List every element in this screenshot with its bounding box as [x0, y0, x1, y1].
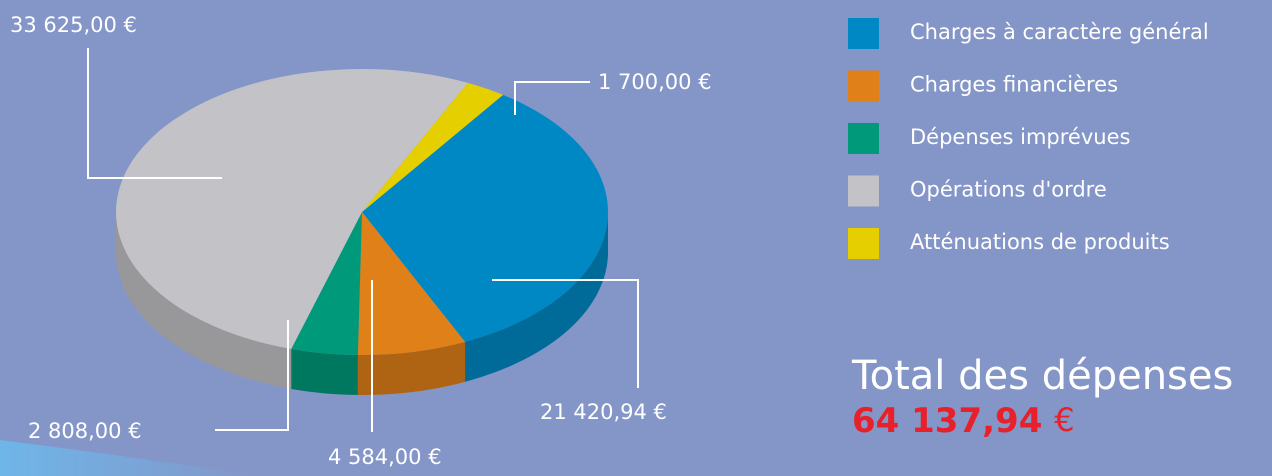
pie-side [116, 212, 292, 389]
pie-side [357, 341, 466, 396]
legend-label: Charges à caractère général [910, 20, 1209, 44]
pie-slice [357, 212, 466, 355]
total-currency: € [1054, 401, 1074, 439]
leader-line [87, 48, 222, 179]
leader-line [492, 279, 639, 388]
value-label: 1 700,00 € [598, 70, 712, 94]
legend-label: Dépenses imprévues [910, 125, 1130, 149]
total-amount: 64 137,94 [852, 401, 1054, 441]
pie-slice [291, 212, 362, 355]
value-label: 21 420,94 € [540, 400, 667, 424]
legend-label: Atténuations de produits [910, 230, 1170, 254]
pie [116, 68, 608, 396]
legend-label: Charges financières [910, 73, 1118, 97]
value-label: 4 584,00 € [328, 445, 442, 469]
pie-slice [362, 82, 504, 212]
legend: Charges à caractère général Charges finan… [848, 18, 1209, 259]
legend-swatch [848, 18, 879, 49]
leader-line [215, 320, 289, 431]
legend-label: Opérations d'ordre [910, 178, 1107, 202]
legend-swatch [848, 228, 879, 259]
total-label: Total des dépenses [851, 353, 1233, 399]
pie-side [465, 212, 608, 382]
legend-swatch [848, 123, 879, 154]
decor [0, 440, 260, 476]
labels: 21 420,94 € 4 584,00 € 2 808,00 € 33 625,00… [10, 13, 712, 469]
value-label: 33 625,00 € [10, 13, 137, 37]
total-value: 64 137,94 € [852, 401, 1075, 441]
pie-slice [116, 68, 468, 349]
pie-side [291, 348, 358, 395]
leader-line [514, 81, 590, 115]
value-label: 2 808,00 € [28, 419, 142, 443]
legend-swatch [848, 175, 879, 207]
legend-swatch [848, 70, 879, 102]
